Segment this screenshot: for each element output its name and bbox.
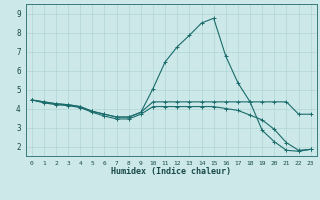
X-axis label: Humidex (Indice chaleur): Humidex (Indice chaleur) [111, 167, 231, 176]
